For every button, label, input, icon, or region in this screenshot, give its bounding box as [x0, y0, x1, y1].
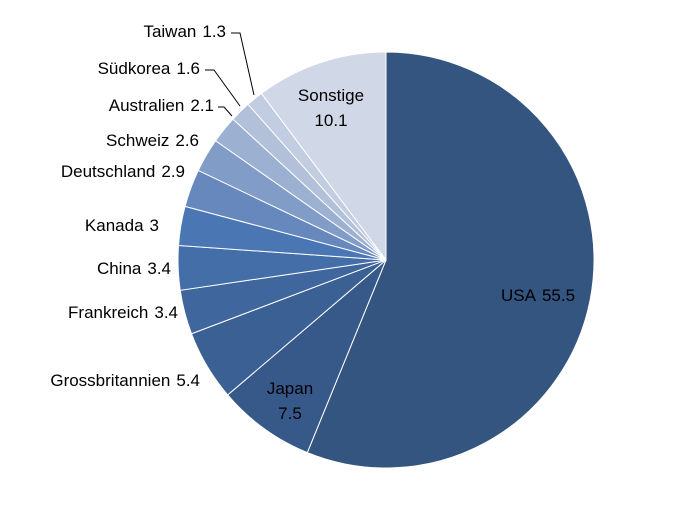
pie-slice: [227, 259, 387, 454]
data-label: Japan 7.5: [267, 379, 313, 423]
label-category: Sonstige: [298, 86, 364, 105]
label-value: 5.4: [176, 371, 200, 390]
label-category: Taiwan: [143, 22, 196, 41]
data-label: Kanada 3: [85, 216, 159, 235]
data-label: Grossbritannien 5.4: [50, 371, 200, 390]
label-category: USA: [501, 286, 537, 305]
data-label: Deutschland 2.9: [61, 162, 185, 181]
label-value: 3.4: [154, 303, 178, 322]
data-label: Australien 2.1: [109, 96, 214, 115]
data-label: USA 55.5: [501, 286, 575, 305]
leader-line: [218, 106, 233, 117]
label-category: Schweiz: [106, 131, 169, 150]
label-category: Deutschland: [61, 162, 156, 181]
pie-slice: [260, 51, 387, 262]
label-category: China: [97, 259, 142, 278]
data-label: Sonstige 10.1: [298, 86, 364, 130]
label-value: 1.3: [202, 22, 226, 41]
label-value: 10.1: [314, 111, 347, 130]
data-label: China 3.4: [97, 259, 171, 278]
data-label: Frankreich 3.4: [68, 303, 178, 322]
label-value: 3: [150, 216, 159, 235]
leader-line: [231, 32, 255, 96]
pie-slice: [306, 51, 595, 469]
label-value: 2.1: [190, 96, 214, 115]
leader-line: [205, 69, 241, 107]
label-value: 3.4: [147, 259, 171, 278]
label-category: Australien: [109, 96, 185, 115]
data-label: Schweiz 2.6: [106, 131, 199, 150]
label-value: 55.5: [542, 286, 575, 305]
data-label: Taiwan 1.3: [143, 22, 226, 41]
label-value: 1.6: [176, 59, 200, 78]
label-value: 2.9: [161, 162, 185, 181]
data-label: Südkorea 1.6: [98, 59, 200, 78]
label-value: 7.5: [278, 404, 302, 423]
label-category: Japan: [267, 379, 313, 398]
label-category: Frankreich: [68, 303, 148, 322]
label-category: Kanada: [85, 216, 144, 235]
label-value: 2.6: [175, 131, 199, 150]
label-category: Südkorea: [98, 59, 171, 78]
label-category: Grossbritannien: [50, 371, 170, 390]
